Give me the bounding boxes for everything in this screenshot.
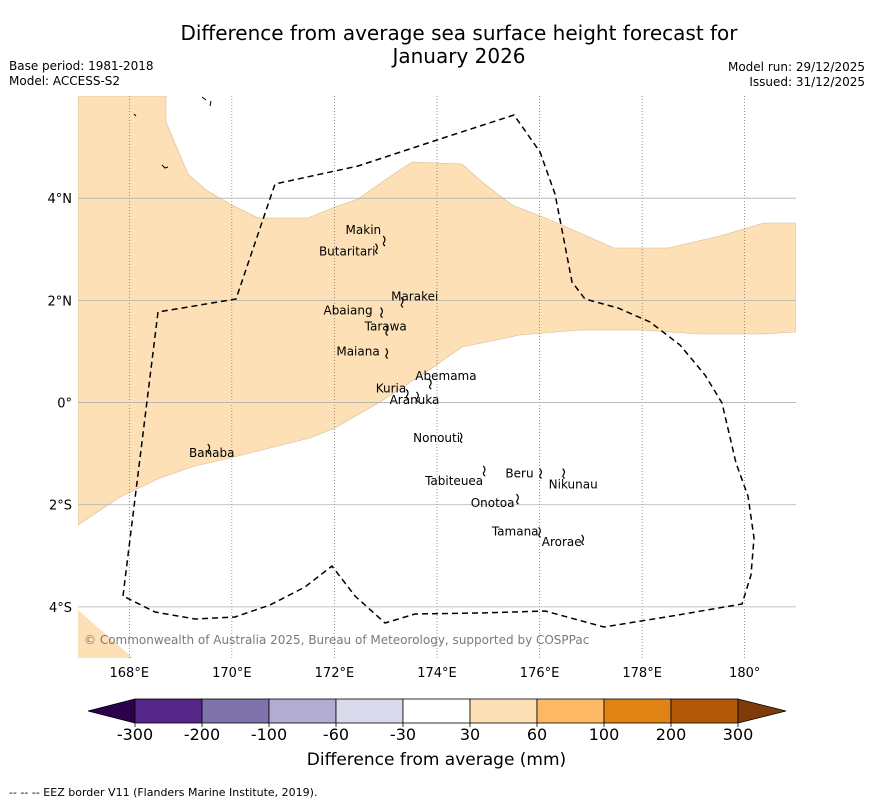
lon-label-5: 178°E [622,666,662,681]
colorbar-tick-label-1: -200 [184,725,220,744]
island-label-1: Butaritari [319,245,376,259]
lon-label-0: 168°E [110,666,150,681]
island-outline-8 [416,391,419,403]
lat-label-0: 4°N [48,192,73,207]
island-outline-9 [459,432,463,444]
island-label-0: Makin [346,223,382,237]
island-outline-10 [482,465,486,477]
colorbar-bin-7 [536,698,605,724]
island-outline-4 [385,325,389,336]
island-label-8: Aranuka [390,393,440,407]
issued-date: Issued: 31/12/2025 [749,75,865,89]
island-label-14: Tamana [491,524,539,538]
island-label-12: Nikunau [549,478,598,492]
island-outline-12 [562,468,566,480]
island-outline-7 [405,388,409,400]
island-label-11: Beru [505,467,533,481]
lon-label-4: 176°E [520,666,560,681]
model-run: Model run: 29/12/2025 [727,60,865,74]
axis-labels: 168°E 170°E 172°E 174°E 176°E 178°E 180° 4°N 2°N… [48,192,761,681]
island-outline-2 [400,296,404,308]
northern-islets [133,96,212,169]
colorbar-bin-4 [335,698,404,724]
island-label-7: Kuria [376,381,407,395]
lat-label-1: 2°N [48,294,73,309]
island-outline-11 [539,468,542,480]
island-label-9: Nonouti [413,431,460,445]
island-label-5: Maiana [336,344,379,358]
colorbar-bin-3 [268,698,337,724]
base-period: Base period: 1981-2018 [9,59,154,73]
lat-label-4: 4°S [49,601,72,616]
anomaly-region-30-60 [78,96,796,526]
island-label-6: Abemama [415,369,476,383]
colorbar-tick-label-3: -60 [323,725,349,744]
island-label-13: Onotoa [471,496,515,510]
lon-label-6: 180° [729,666,760,681]
island-outline-5 [385,348,389,359]
colorbar-bin-5 [402,698,471,724]
colorbar-bin-8 [603,698,672,724]
meta-left: Base period: 1981-2018 Model: ACCESS-S2 [9,59,154,89]
lon-label-2: 172°E [315,666,355,681]
chart-title-line2: January 2026 [392,44,526,68]
colorbar-tick-label-0: -300 [117,725,153,744]
island-label-4: Tarawa [364,319,407,333]
lat-label-2: 0° [57,397,72,412]
colorbar-tick-label-2: -100 [251,725,287,744]
colorbar-bin-6 [469,698,538,724]
colorbar-bin-9 [670,698,739,724]
island-label-15: Arorae [542,535,582,549]
colorbar-title: Difference from average (mm) [306,750,567,770]
island-outline-16 [207,443,211,455]
island-outline-13 [516,493,519,505]
copyright-text: © Commonwealth of Australia 2025, Bureau… [84,633,589,647]
colorbar-tick-label-8: 200 [656,725,687,744]
eez-border [122,114,755,628]
colorbar-bin-1 [134,698,203,724]
colorbar-tick-label-5: 30 [460,725,480,744]
colorbar: -300 -200 -100 -60 -30 30 60 100 200 300 [87,698,787,744]
island-label-3: Abaiang [323,304,372,318]
island-label-10: Tabiteuea [424,474,483,488]
colorbar-bin-2 [201,698,270,724]
lon-label-1: 170°E [212,666,252,681]
colorbar-extend-high [737,698,787,724]
island-outline-0 [382,235,386,247]
colorbar-tick-label-7: 100 [589,725,620,744]
anomaly-region-30-60-sw [78,610,133,658]
colorbar-tick-label-9: 300 [723,725,754,744]
model-name: Model: ACCESS-S2 [9,74,121,88]
chart-title: Difference from average sea surface heig… [0,22,873,68]
island-outline-1 [375,243,378,255]
island-label-2: Marakei [391,289,438,303]
lon-label-3: 174°E [417,666,457,681]
island-outline-14 [538,526,541,538]
meta-right: Model run: 29/12/2025 Issued: 31/12/2025 [728,60,865,90]
lat-label-3: 2°S [49,499,72,514]
colorbar-tick-label-4: -30 [390,725,416,744]
chart-title-line1: Difference from average sea surface heig… [180,21,738,45]
footnote: -- -- -- EEZ border V11 (Flanders Marine… [9,786,318,799]
island-outline-6 [428,378,432,390]
colorbar-extend-low [87,698,136,724]
island-outline-3 [380,307,383,319]
island-label-16: Banaba [189,446,235,460]
island-outline-15 [581,534,585,546]
colorbar-tick-label-6: 60 [527,725,547,744]
gridlines [78,96,796,658]
